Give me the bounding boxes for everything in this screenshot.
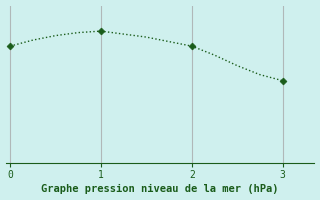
X-axis label: Graphe pression niveau de la mer (hPa): Graphe pression niveau de la mer (hPa): [41, 184, 279, 194]
